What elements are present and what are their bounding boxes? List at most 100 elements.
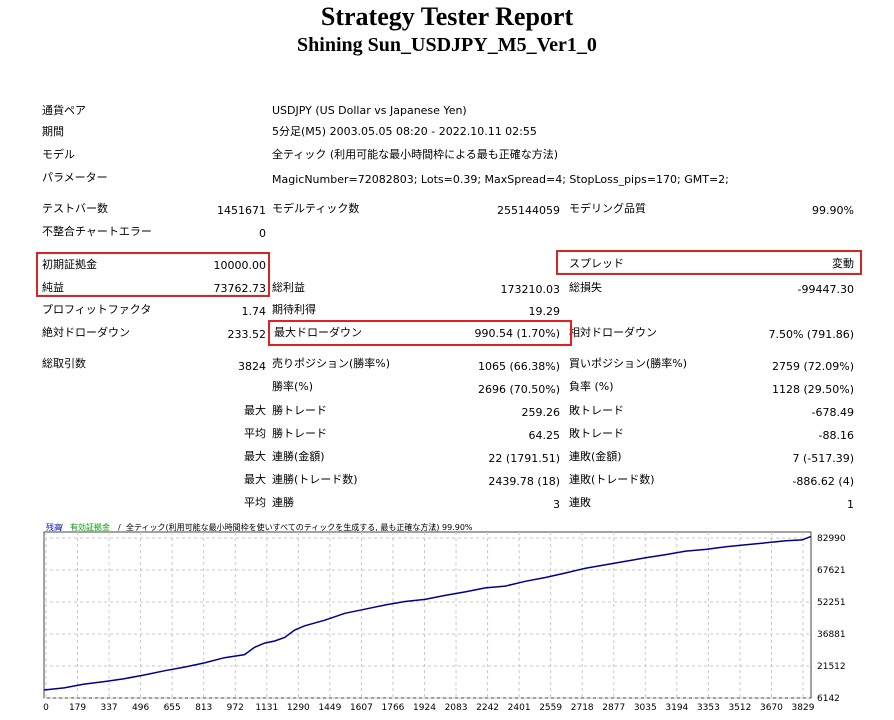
ticks-value: 255144059 bbox=[497, 204, 560, 217]
legend-sep-3: / bbox=[432, 523, 435, 532]
balance-chart: 残高 / 有効証拠金 / 全ティック(利用可能な最小時間枠を使いすべてのティック… bbox=[40, 516, 894, 720]
x-tick-label: 1449 bbox=[318, 703, 341, 713]
max-cons-profit-prefix: 最大 bbox=[244, 473, 266, 486]
x-tick-label: 3035 bbox=[634, 703, 657, 713]
x-tick-label: 813 bbox=[195, 703, 212, 713]
win-trades-label: 勝率(%) bbox=[272, 380, 314, 393]
total-trades-value: 3824 bbox=[238, 360, 266, 373]
highlight-box-max-drawdown bbox=[268, 320, 572, 346]
symbol-value: USDJPY (US Dollar vs Japanese Yen) bbox=[272, 104, 467, 117]
avg-cons-wins-value: 3 bbox=[553, 498, 560, 511]
rel-drawdown-label: 相対ドローダウン bbox=[569, 326, 657, 339]
max-cons-loss-value: -886.62 (4) bbox=[792, 475, 854, 488]
largest-loss-label: 敗トレード bbox=[569, 404, 624, 417]
max-cons-loss-label: 連敗(トレード数) bbox=[569, 473, 655, 486]
chart-grid bbox=[43, 531, 812, 699]
spread-value: 変動 bbox=[832, 257, 854, 270]
balance-line bbox=[43, 535, 812, 691]
legend-sep-1: / bbox=[60, 523, 63, 532]
net-profit-value: 73762.73 bbox=[213, 282, 267, 295]
gross-profit-value: 173210.03 bbox=[500, 283, 561, 296]
legend-model: 全ティック(利用可能な最小時間枠を使いすべてのティックを生成する, 最も正確な方… bbox=[126, 522, 439, 532]
x-tick-label: 972 bbox=[227, 703, 244, 713]
max-cons-losses-value: 7 (-517.39) bbox=[792, 452, 854, 465]
x-axis: 0 179 337 496 655 813 972 1131 1290 1449 1607 1766 1… bbox=[43, 703, 815, 713]
long-positions-value: 2759 (72.09%) bbox=[771, 360, 854, 373]
errors-label: 不整合チャートエラー bbox=[42, 225, 152, 238]
x-tick-label: 179 bbox=[69, 703, 86, 713]
avg-cons-prefix: 平均 bbox=[244, 496, 266, 509]
avg-win-label: 勝トレード bbox=[272, 427, 327, 440]
loss-trades-label: 負率 (%) bbox=[569, 380, 614, 393]
short-positions-value: 1065 (66.38%) bbox=[477, 360, 560, 373]
x-tick-label: 2877 bbox=[602, 703, 625, 713]
quality-label: モデリング品質 bbox=[569, 202, 646, 215]
x-tick-label: 655 bbox=[164, 703, 181, 713]
model-label: モデル bbox=[42, 148, 75, 161]
x-tick-label: 1766 bbox=[382, 703, 405, 713]
report-title: Strategy Tester Report bbox=[320, 2, 574, 31]
x-tick-label: 3512 bbox=[728, 703, 751, 713]
bars-label: テストバー数 bbox=[42, 202, 108, 215]
y-tick-label: 67621 bbox=[817, 566, 846, 576]
total-trades-label: 総取引数 bbox=[42, 357, 86, 370]
y-tick-label: 36881 bbox=[817, 630, 846, 640]
legend-quality: 99.90% bbox=[442, 523, 473, 532]
plot-border bbox=[43, 531, 812, 699]
legend-equity: 有効証拠金 bbox=[70, 522, 110, 532]
deposit-value: 10000.00 bbox=[213, 259, 267, 272]
net-profit-label: 純益 bbox=[42, 281, 64, 294]
max-cons-profit-label: 連勝(トレード数) bbox=[272, 473, 358, 486]
x-tick-label: 0 bbox=[43, 703, 49, 713]
quality-value: 99.90% bbox=[812, 204, 854, 217]
legend-balance: 残高 bbox=[46, 522, 62, 532]
max-cons-losses-label: 連敗(金額) bbox=[569, 450, 622, 463]
x-tick-label: 337 bbox=[100, 703, 117, 713]
gross-profit-label: 総利益 bbox=[272, 281, 305, 294]
max-drawdown-label: 最大ドローダウン bbox=[274, 326, 362, 339]
max-cons-profit-value: 2439.78 (18) bbox=[488, 475, 560, 488]
average-prefix: 平均 bbox=[244, 427, 266, 440]
max-cons-prefix: 最大 bbox=[244, 450, 266, 463]
highlight-box-spread bbox=[556, 250, 862, 275]
model-value: 全ティック (利用可能な最小時間枠による最も正確な方法) bbox=[272, 148, 559, 161]
y-axis: 6142 21512 36881 52251 67621 82990 bbox=[817, 534, 846, 704]
x-tick-label: 1924 bbox=[413, 703, 436, 713]
largest-prefix: 最大 bbox=[244, 404, 266, 417]
bars-value: 1451671 bbox=[217, 204, 266, 217]
max-cons-wins-value: 22 (1791.51) bbox=[488, 452, 560, 465]
max-drawdown-value: 990.54 (1.70%) bbox=[474, 327, 560, 340]
rel-drawdown-value: 7.50% (791.86) bbox=[768, 328, 854, 341]
long-positions-label: 買いポジション(勝率%) bbox=[569, 357, 688, 370]
largest-win-value: 259.26 bbox=[521, 406, 561, 419]
ticks-label: モデルティック数 bbox=[272, 202, 360, 215]
avg-cons-wins-label: 連勝 bbox=[272, 496, 294, 509]
avg-loss-value: -88.16 bbox=[818, 429, 854, 442]
y-tick-label: 52251 bbox=[817, 598, 846, 608]
symbol-label: 通貨ペア bbox=[42, 104, 86, 117]
avg-cons-losses-value: 1 bbox=[847, 498, 854, 511]
deposit-label: 初期証拠金 bbox=[42, 258, 97, 271]
errors-value: 0 bbox=[259, 227, 266, 240]
y-tick-label: 21512 bbox=[817, 662, 846, 672]
abs-drawdown-value: 233.52 bbox=[227, 328, 267, 341]
highlight-box-deposit-net bbox=[36, 252, 270, 297]
short-positions-label: 売りポジション(勝率%) bbox=[272, 357, 391, 370]
abs-drawdown-label: 絶対ドローダウン bbox=[42, 326, 130, 339]
x-tick-label: 2242 bbox=[476, 703, 499, 713]
avg-cons-losses-label: 連敗 bbox=[569, 496, 591, 509]
x-tick-label: 3670 bbox=[760, 703, 783, 713]
x-tick-label: 496 bbox=[132, 703, 149, 713]
y-tick-label: 82990 bbox=[817, 534, 846, 544]
x-tick-label: 3353 bbox=[697, 703, 720, 713]
profit-factor-value: 1.74 bbox=[241, 305, 267, 318]
legend-sep-2: / bbox=[118, 523, 121, 532]
x-tick-label: 1290 bbox=[287, 703, 310, 713]
spread-label: スプレッド bbox=[569, 257, 624, 270]
x-tick-label: 2083 bbox=[445, 703, 468, 713]
x-tick-label: 1607 bbox=[350, 703, 373, 713]
win-trades-value: 2696 (70.50%) bbox=[477, 383, 560, 396]
gross-loss-label: 総損失 bbox=[569, 281, 602, 294]
gross-loss-value: -99447.30 bbox=[797, 283, 854, 296]
x-tick-label: 2401 bbox=[508, 703, 531, 713]
